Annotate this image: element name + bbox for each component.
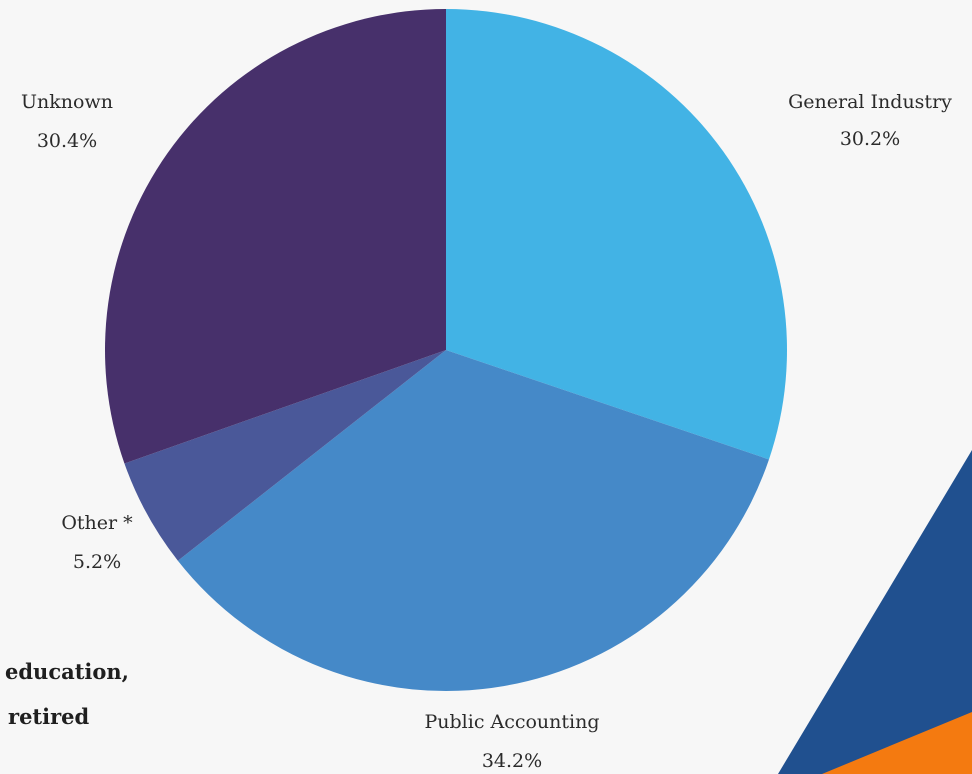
pie-slice-unknown <box>105 9 446 464</box>
slice-label-general-industry: General Industry <box>788 91 952 113</box>
slice-label-other: Other * <box>61 512 133 534</box>
footnote-line-1: education, <box>5 659 129 684</box>
pie-slice-general-industry <box>446 9 787 460</box>
slice-value-public-accounting: 34.2% <box>481 750 543 772</box>
decorative-blue-triangle <box>778 450 972 774</box>
slice-label-public-accounting: Public Accounting <box>424 711 600 733</box>
pie-slice-other <box>124 350 446 561</box>
slice-value-other: 5.2% <box>72 551 122 573</box>
slice-label-unknown: Unknown <box>21 91 113 113</box>
pie-slices <box>105 9 787 691</box>
decorative-orange-triangle <box>822 712 972 774</box>
pie-slice-public-accounting <box>177 350 769 691</box>
slice-value-unknown: 30.4% <box>36 130 98 152</box>
slice-value-general-industry: 30.2% <box>839 128 901 150</box>
footnote-line-2: retired <box>8 704 90 729</box>
